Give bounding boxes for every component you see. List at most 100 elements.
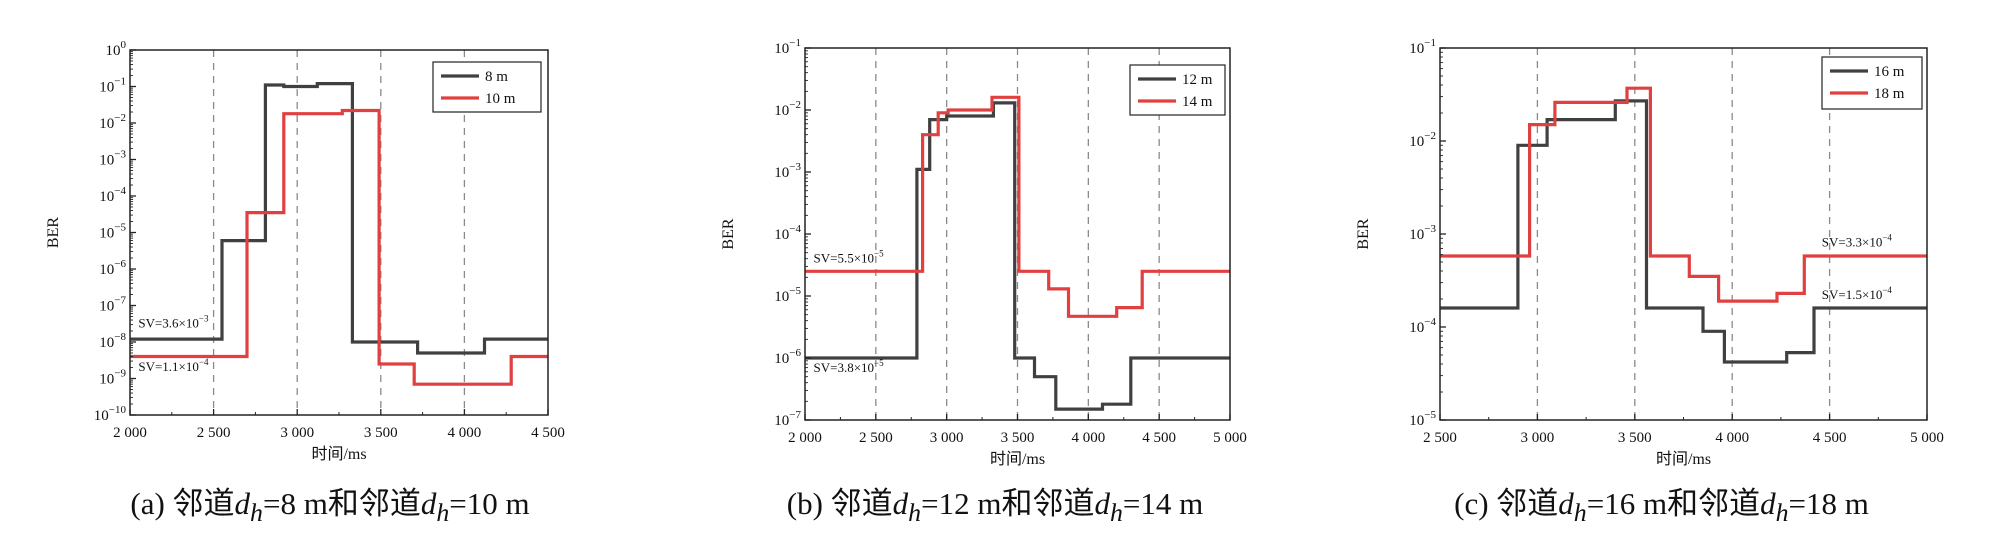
y-tick-label: 10−9 (99, 368, 126, 388)
x-tick-label: 3 000 (930, 430, 964, 446)
caption-prefix: (c) (1454, 486, 1489, 521)
sv-annotation: SV=1.1×10−4 (138, 357, 209, 374)
y-tick-label: 10−4 (1409, 316, 1436, 336)
y-tick-label: 10−2 (774, 99, 801, 119)
caption-value-1: =8 m (262, 486, 328, 521)
y-tick-label: 10−8 (99, 331, 126, 351)
y-tick-label: 10−3 (774, 161, 801, 181)
x-tick-label: 4 000 (1715, 430, 1749, 446)
caption-join: 和邻道 (1001, 486, 1095, 521)
caption-sub: h (1109, 498, 1123, 528)
caption-value-2: =18 m (1788, 486, 1869, 521)
series-line-8m (130, 81, 548, 355)
x-tick-label: 2 000 (113, 425, 147, 441)
caption-prefix: (b) (786, 486, 823, 521)
x-axis-label: 时间/ms (1656, 450, 1711, 468)
x-tick-label: 2 500 (197, 425, 231, 441)
chart-panel-c: 2 500 3 000 3 500 4 000 4 500 5 000 10−5 10−4 10… (1330, 0, 1993, 546)
caption-value-1: =12 m (921, 486, 1002, 521)
series-line-12m (805, 101, 1230, 411)
caption-join: 和邻道 (327, 486, 421, 521)
y-tick-label: 10−7 (99, 295, 126, 315)
sv-annotation: SV=3.3×10−4 (1822, 233, 1893, 250)
x-tick-label: 4 000 (1071, 430, 1105, 446)
y-tick-label: 10−3 (99, 149, 126, 169)
series-line-16m (1440, 99, 1927, 364)
y-tick-label: 10−4 (774, 223, 801, 243)
caption-sub: h (436, 498, 450, 528)
caption-sub: h (1573, 498, 1587, 528)
x-tick-label: 5 000 (1213, 430, 1247, 446)
chart-panel-a: 2 000 2 500 3 000 3 500 4 000 4 500 10−10 10−9 1… (0, 0, 660, 546)
y-axis-label: BER (1355, 218, 1372, 249)
y-tick-label: 10−4 (99, 185, 126, 205)
y-tick-label: 10−1 (774, 37, 801, 57)
caption-sub: h (1775, 498, 1789, 528)
caption-value-1: =16 m (1586, 486, 1668, 521)
x-tick-label: 3 500 (1618, 430, 1652, 446)
caption-c: (c) 邻道dh=16 m和邻道dh=18 m (1330, 478, 1993, 528)
y-tick-label: 10−1 (1409, 37, 1436, 57)
caption-sub: h (250, 498, 263, 528)
y-tick-label: 10−7 (774, 409, 801, 429)
x-tick-label: 3 000 (1521, 430, 1555, 446)
caption-var: d (234, 486, 251, 521)
sv-annotation: SV=3.6×10−3 (138, 313, 209, 330)
ber-chart-a: 2 000 2 500 3 000 3 500 4 000 4 500 10−10 10−9 1… (45, 39, 565, 463)
y-tick-label: 10−6 (99, 258, 126, 278)
sv-annotation: SV=5.5×10−5 (814, 248, 885, 265)
x-tick-label: 4 500 (1813, 430, 1847, 446)
legend-label: 8 m (485, 69, 508, 85)
legend-box (1129, 64, 1226, 116)
y-axis-label: BER (720, 218, 737, 249)
x-tick-label: 2 500 (1423, 430, 1457, 446)
y-tick-label: 100 (106, 39, 127, 59)
y-tick-label: 10−6 (774, 347, 801, 367)
legend-box (432, 61, 542, 113)
caption-text: 邻道 (172, 486, 235, 521)
series-line-18m (1440, 86, 1927, 303)
y-tick-label: 10−5 (1409, 409, 1436, 429)
x-tick-label: 3 500 (364, 425, 398, 441)
x-tick-label: 4 500 (1142, 430, 1176, 446)
x-tick-label: 4 500 (531, 425, 565, 441)
y-tick-label: 10−5 (99, 222, 126, 242)
x-tick-label: 2 000 (788, 430, 822, 446)
series-line-14m (805, 95, 1230, 318)
caption-text: 邻道 (830, 486, 893, 521)
y-tick-label: 10−2 (1409, 130, 1436, 150)
caption-join: 和邻道 (1667, 486, 1761, 521)
caption-b: (b) 邻道dh=12 m和邻道dh=14 m (665, 478, 1325, 528)
x-tick-label: 5 000 (1910, 430, 1944, 446)
sv-annotation: SV=1.5×10−4 (1822, 285, 1893, 302)
caption-var: d (892, 486, 909, 521)
y-tick-label: 10−5 (774, 285, 801, 305)
x-tick-label: 4 000 (448, 425, 482, 441)
x-axis-label: 时间/ms (311, 445, 366, 463)
legend-box (1821, 56, 1923, 110)
legend-label: 12 m (1182, 72, 1213, 88)
y-tick-label: 10−3 (1409, 223, 1436, 243)
chart-panel-b: 2 000 2 500 3 000 3 500 4 000 4 500 5 000 10−7 1… (665, 0, 1325, 546)
ber-chart-c: 2 500 3 000 3 500 4 000 4 500 5 000 10−5 10−4 10… (1355, 37, 1944, 468)
caption-sub: h (908, 498, 922, 528)
caption-text: 邻道 (1496, 486, 1559, 521)
caption-value-2: =14 m (1122, 486, 1204, 521)
legend-label: 10 m (485, 91, 516, 107)
y-tick-label: 10−1 (99, 76, 126, 96)
caption-var: d (1558, 486, 1574, 521)
caption-value-2: =10 m (449, 486, 530, 521)
ber-chart-b: 2 000 2 500 3 000 3 500 4 000 4 500 5 000 10−7 1… (720, 37, 1247, 468)
x-tick-label: 3 000 (280, 425, 314, 441)
series-line-10m (130, 108, 548, 386)
legend-label: 16 m (1874, 64, 1905, 80)
caption-var: d (420, 486, 437, 521)
caption-var: d (1760, 486, 1776, 521)
y-axis-label: BER (45, 217, 62, 248)
sv-annotation: SV=3.8×10−5 (814, 358, 885, 375)
legend-label: 18 m (1874, 86, 1905, 102)
x-tick-label: 3 500 (1001, 430, 1035, 446)
caption-prefix: (a) (130, 486, 165, 521)
caption-a: (a) 邻道dh=8 m和邻道dh=10 m (0, 478, 660, 528)
x-axis-label: 时间/ms (990, 450, 1045, 468)
